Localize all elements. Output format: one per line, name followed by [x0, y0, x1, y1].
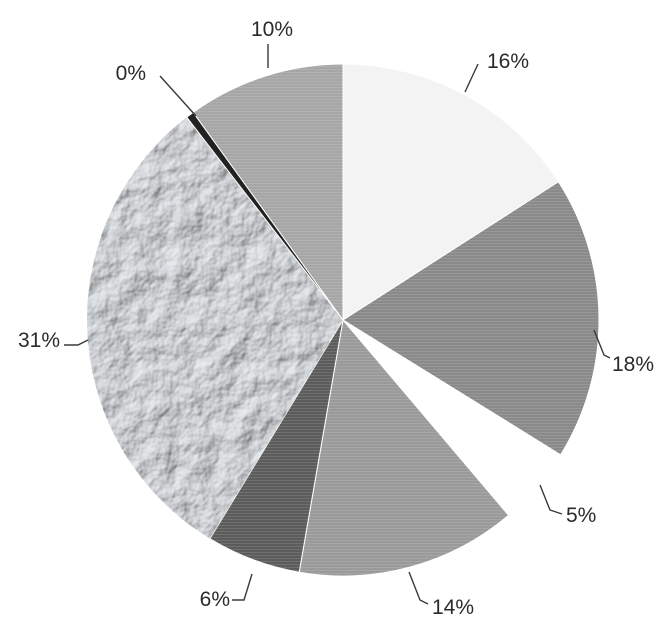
leader-line-0 [464, 63, 479, 93]
pie-slice-3 [298, 318, 510, 577]
leader-line-6 [159, 75, 197, 117]
leader-line-2 [539, 484, 563, 515]
pie-slices [86, 63, 600, 577]
leader-line-1 [593, 329, 611, 359]
leader-lines [64, 44, 611, 605]
pie-slice-5 [86, 116, 344, 540]
leader-line-3 [408, 571, 429, 605]
slice-label-2: 5% [566, 504, 596, 527]
leader-line-5 [64, 339, 89, 346]
slice-label-1: 18% [612, 353, 654, 376]
slice-label-3: 14% [432, 596, 474, 619]
leader-line-4 [232, 573, 253, 601]
slice-label-7: 10% [251, 18, 293, 41]
pie-slice-1 [342, 181, 600, 456]
slice-label-6: 0% [116, 62, 146, 85]
slice-label-0: 16% [487, 50, 529, 73]
slice-labels: 16% 18% 5% 14% 6% 31% 0% 10% [18, 18, 654, 619]
pie-slice-4 [209, 319, 344, 573]
pie-slice-0 [342, 63, 560, 321]
slice-label-5: 31% [18, 329, 60, 352]
slice-label-4: 6% [200, 588, 230, 611]
pie-slice-7 [192, 63, 344, 322]
